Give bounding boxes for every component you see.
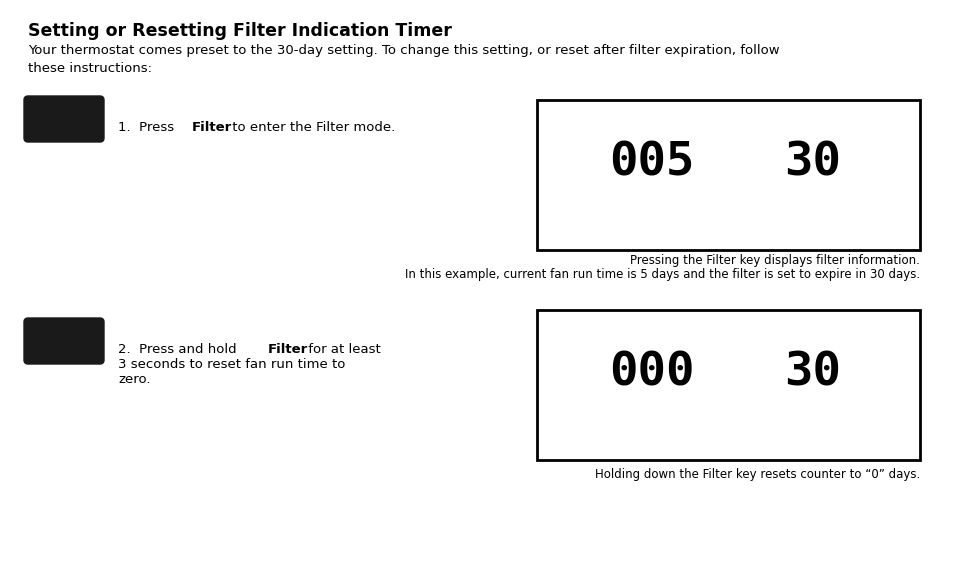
Text: zero.: zero. [118, 373, 151, 386]
Text: 3 seconds to reset fan run time to: 3 seconds to reset fan run time to [118, 358, 345, 371]
Text: 2.  Press and hold: 2. Press and hold [118, 343, 240, 356]
Text: Your thermostat comes preset to the 30-day setting. To change this setting, or r: Your thermostat comes preset to the 30-d… [28, 44, 779, 75]
Text: for at least: for at least [304, 343, 380, 356]
Text: 005: 005 [609, 140, 694, 186]
FancyBboxPatch shape [24, 96, 104, 142]
Text: 30: 30 [783, 350, 841, 396]
Text: Filter: Filter [192, 121, 232, 134]
Text: to enter the Filter mode.: to enter the Filter mode. [228, 121, 395, 134]
Text: In this example, current fan run time is 5 days and the filter is set to expire : In this example, current fan run time is… [404, 268, 919, 281]
Text: Setting or Resetting Filter Indication Timer: Setting or Resetting Filter Indication T… [28, 22, 452, 40]
FancyBboxPatch shape [24, 318, 104, 364]
Text: 1.  Press: 1. Press [118, 121, 178, 134]
Bar [537, 310, 919, 460]
Text: 000: 000 [609, 350, 694, 396]
Bar [537, 100, 919, 250]
Text: Holding down the Filter key resets counter to “0” days.: Holding down the Filter key resets count… [594, 468, 919, 481]
Text: Filter: Filter [268, 343, 308, 356]
Text: Pressing the Filter key displays filter information.: Pressing the Filter key displays filter … [630, 254, 919, 267]
Text: 30: 30 [783, 140, 841, 186]
